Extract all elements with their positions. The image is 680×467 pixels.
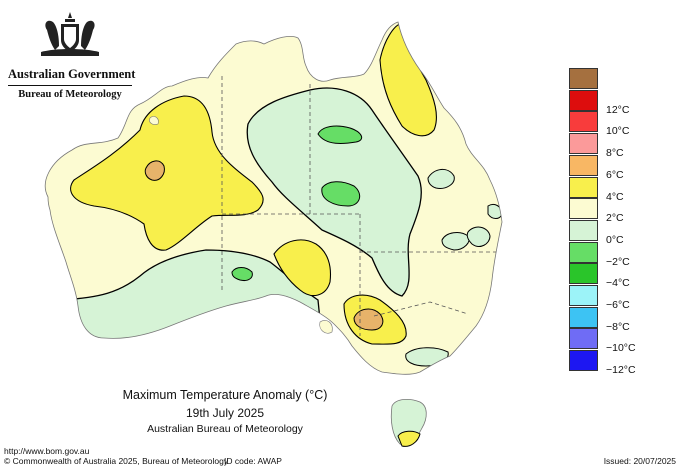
agency-name: Bureau of Meteorology: [18, 89, 122, 100]
legend-label: −8°C: [606, 320, 630, 333]
legend-label: 2°C: [606, 212, 624, 225]
islands: [149, 116, 333, 334]
tasmania-warm-zone: [397, 430, 421, 447]
tasmania: [390, 398, 427, 447]
legend-swatch: [569, 198, 598, 220]
legend-label: −12°C: [606, 364, 636, 377]
mainland-coastline: [44, 21, 503, 375]
legend-label: 8°C: [606, 147, 624, 160]
mainland: [44, 21, 503, 447]
legend-swatch: [569, 176, 598, 198]
southeast-hot-spot: [353, 308, 384, 331]
id-code: ID code: AWAP: [224, 456, 282, 466]
map-date: 19th July 2025: [185, 406, 265, 420]
east-cool-patch-3: [466, 226, 491, 247]
government-logo: Australian Government Bureau of Meteorol…: [8, 10, 135, 100]
legend-label: 12°C: [606, 103, 630, 116]
legend-swatch: [569, 241, 598, 263]
southern-warm-zone: [273, 239, 332, 297]
website-link[interactable]: http://www.bom.gov.au: [4, 446, 90, 456]
legend-swatch: [569, 285, 598, 306]
legend-swatch: [569, 350, 598, 372]
legend-label: −10°C: [606, 342, 636, 355]
issued-date: Issued: 20/07/2025: [603, 456, 676, 466]
legend-label: −4°C: [606, 277, 630, 290]
southeast-coast-cool-patch: [405, 347, 449, 367]
government-name: Australian Government: [8, 67, 135, 86]
map-title: Maximum Temperature Anomaly (°C): [122, 388, 328, 402]
east-cool-patch-2: [441, 232, 470, 251]
legend-label: 4°C: [606, 190, 624, 203]
map-title-block: Maximum Temperature Anomaly (°C) 19th Ju…: [100, 388, 350, 435]
state-borders: [221, 76, 496, 336]
legend-label: 6°C: [606, 168, 624, 181]
map-source: Australian Bureau of Meteorology: [147, 423, 303, 435]
legend-swatch: [569, 306, 598, 328]
legend-swatch: [569, 133, 598, 155]
legend-swatch: [569, 89, 598, 111]
east-cool-patch-4: [487, 203, 502, 219]
central-cold-spot-2: [321, 181, 361, 207]
central-cold-spot-1: [317, 125, 363, 145]
legend-swatch: [569, 328, 598, 350]
legend-label: 0°C: [606, 233, 624, 246]
coat-of-arms-icon: [41, 12, 99, 56]
northwest-hot-spot: [144, 160, 165, 181]
legend-swatch: [569, 68, 598, 89]
southwest-cold-spot: [231, 267, 253, 281]
northwest-warm-zone: [70, 95, 264, 251]
legend-label: −6°C: [606, 299, 630, 311]
east-cool-patch-1: [427, 169, 455, 189]
footer: © Commonwealth of Australia 2025, Bureau…: [0, 456, 680, 467]
legend-label: −2°C: [606, 255, 630, 268]
island: [149, 116, 159, 125]
legend-swatch: [569, 263, 598, 285]
copyright-text: © Commonwealth of Australia 2025, Bureau…: [4, 456, 229, 466]
legend-swatch: [569, 154, 598, 176]
island: [319, 320, 333, 334]
legend-swatch: [569, 219, 598, 241]
legend-swatch: [569, 111, 598, 133]
legend-label: 10°C: [606, 125, 630, 138]
